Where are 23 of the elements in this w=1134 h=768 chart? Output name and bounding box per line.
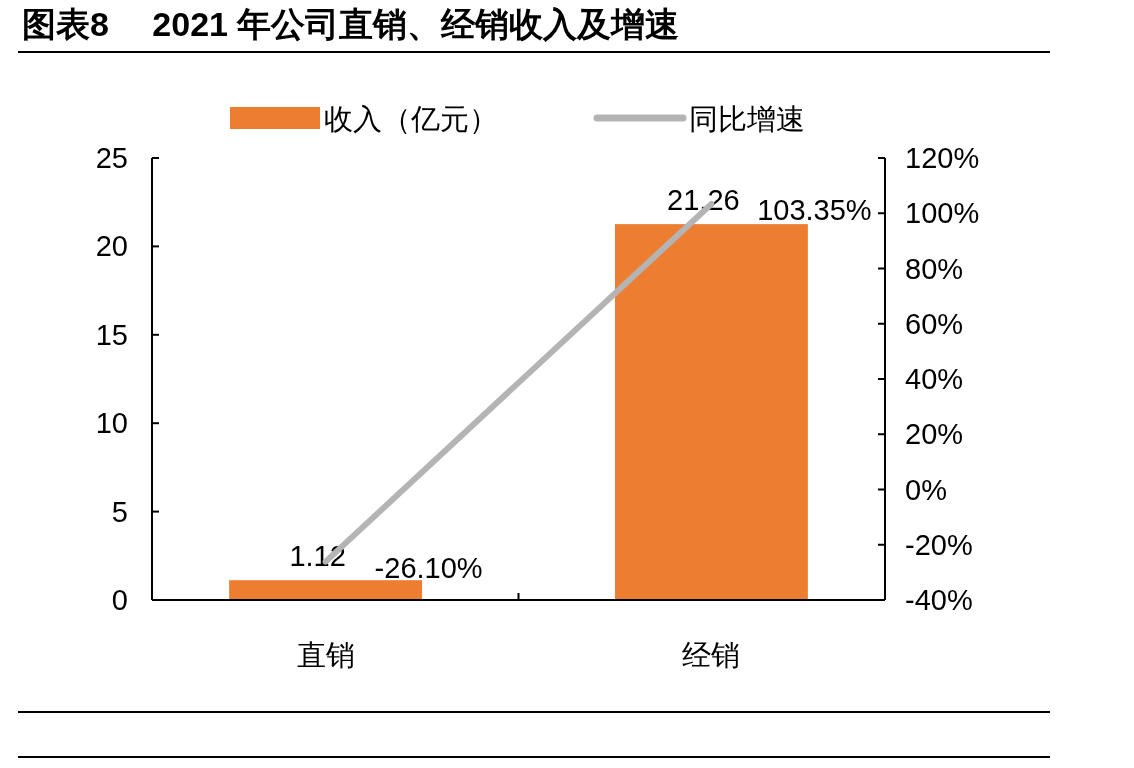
y2-tick-label: 80% [905, 252, 964, 285]
chart-title: 图表8 2021 年公司直销、经销收入及增速 [22, 5, 680, 43]
y-tick-label: 0 [111, 584, 128, 616]
y2-tick-label: 120% [905, 142, 980, 174]
y2-tick-label: -20% [905, 528, 973, 561]
y-tick-label: 5 [111, 495, 128, 528]
y2-tick-label: 40% [905, 363, 964, 395]
y2-tick-label: 60% [905, 307, 964, 340]
y2-tick-label: 100% [905, 197, 980, 230]
y2-tick-label: 0% [905, 473, 947, 506]
y-tick-label: 10 [95, 407, 128, 440]
legend-label: 收入（亿元） [324, 103, 498, 135]
y2-tick-label: -40% [905, 584, 973, 616]
y-tick-label: 15 [95, 318, 128, 351]
x-tick-label: 经销 [682, 639, 741, 671]
data-label: 103.35% [757, 194, 872, 226]
legend-label: 同比增速 [689, 103, 805, 135]
data-label: -26.10% [374, 551, 483, 584]
y-tick-label: 25 [95, 142, 128, 174]
y2-tick-label: 20% [905, 418, 964, 451]
x-tick-label: 直销 [296, 639, 355, 671]
data-label: 21.26 [667, 184, 740, 217]
y-tick-label: 20 [95, 230, 128, 263]
